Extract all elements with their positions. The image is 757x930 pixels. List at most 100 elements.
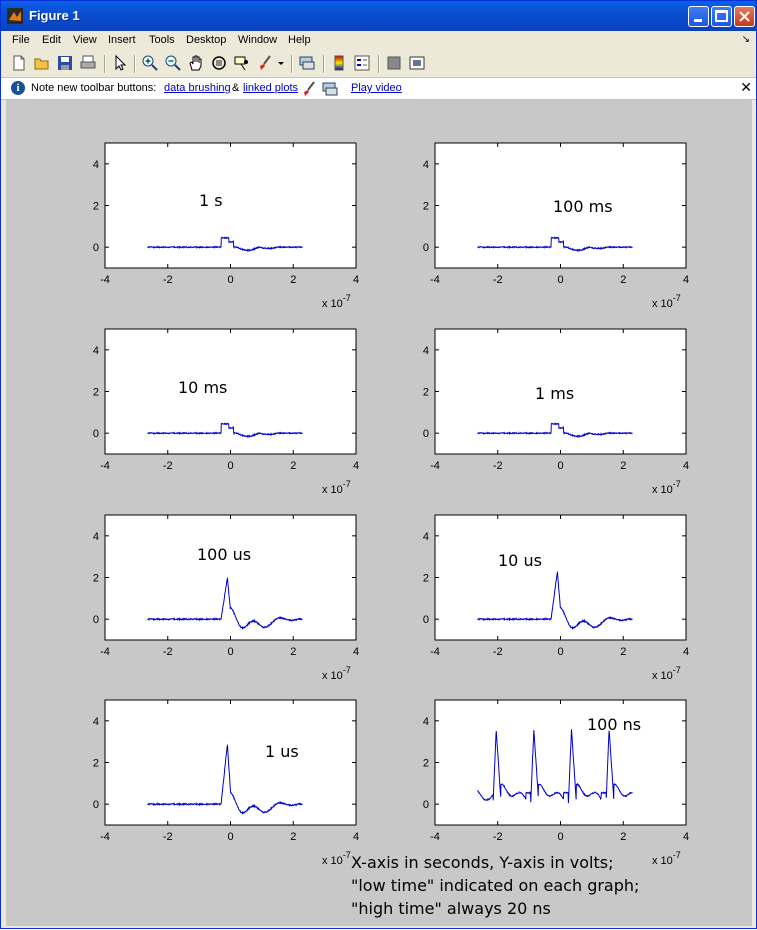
x-tick-label: 4 [683,460,689,472]
signal-line [477,570,633,630]
low-time-label: 1 s [199,191,223,210]
menu-tools[interactable]: Tools [149,34,175,46]
x-tick-label: -2 [163,460,173,472]
toolbar-separator [291,55,293,73]
menu-view[interactable]: View [73,34,97,46]
y-tick-label: 0 [93,428,99,440]
y-tick-label: 2 [93,573,99,585]
x-tick-label: 0 [227,831,233,843]
y-tick-label: 0 [93,614,99,626]
info-close-icon[interactable]: ✕ [740,79,752,95]
x-tick-label: -2 [493,646,503,658]
save-icon[interactable] [56,54,74,72]
maximize-button[interactable] [711,6,732,27]
data-cursor-icon[interactable] [233,54,251,72]
play-video-link[interactable]: Play video [351,82,402,94]
x-tick-label: 0 [557,460,563,472]
x-tick-label: -2 [163,274,173,286]
linked-plots-link[interactable]: linked plots [243,82,299,94]
close-button[interactable] [734,6,755,27]
low-time-label: 100 us [197,545,251,564]
x-tick-label: 0 [557,831,563,843]
axes-box [104,142,357,269]
axes-box [104,514,357,641]
window-title: Figure 1 [29,8,80,23]
axes-box [434,142,687,269]
axes-box [104,699,357,826]
x-tick-label: -2 [493,460,503,472]
brush-icon [304,81,315,96]
x-tick-label: -4 [100,646,110,658]
low-time-label: 10 ms [178,378,227,397]
x-tick-label: 0 [227,646,233,658]
menu-edit[interactable]: Edit [42,34,61,46]
colorbar-icon[interactable] [330,54,348,72]
toolbar-separator [104,55,106,73]
data-brushing-link[interactable]: data brushing [164,82,231,94]
y-tick-label: 4 [423,345,429,357]
toolbar-separator [378,55,380,73]
low-time-label: 1 ms [535,384,574,403]
x-tick-label: -4 [100,460,110,472]
x-tick-label: -4 [430,646,440,658]
brush-icon[interactable] [256,54,274,72]
x-exponent-label: x 10-7 [322,665,351,682]
zoom-out-icon[interactable] [164,54,182,72]
legend-icon[interactable] [353,54,371,72]
y-tick-label: 0 [423,242,429,254]
x-exponent-label: x 10-7 [322,850,351,867]
title-bar[interactable]: Figure 1 [1,1,756,31]
zoom-in-icon[interactable] [141,54,159,72]
info-icon: i [11,81,25,95]
menu-window[interactable]: Window [238,34,278,46]
y-tick-label: 0 [423,614,429,626]
open-icon[interactable] [33,54,51,72]
axes-box [434,699,687,826]
menu-help[interactable]: Help [288,34,311,46]
x-tick-label: 4 [683,831,689,843]
new-figure-icon[interactable] [10,54,28,72]
edit-plot-icon[interactable] [111,54,129,72]
menu-insert[interactable]: Insert [108,34,136,46]
rotate-3d-icon[interactable] [210,54,228,72]
x-tick-label: -2 [493,274,503,286]
matlab-icon [7,8,23,24]
signal-line [147,576,303,630]
x-exponent-label: x 10-7 [652,479,681,496]
toolbar [1,51,756,78]
x-tick-label: 4 [353,274,359,286]
y-tick-label: 4 [423,531,429,543]
x-exponent-label: x 10-7 [652,293,681,310]
menu-file[interactable]: File [12,34,30,46]
minimize-button[interactable] [688,6,709,27]
brush-dropdown-icon[interactable] [276,54,286,72]
link-icon[interactable] [298,54,316,72]
y-tick-label: 4 [93,345,99,357]
x-tick-label: -4 [100,831,110,843]
info-bar: i Note new toolbar buttons: data brushin… [1,78,756,100]
x-tick-label: -2 [163,646,173,658]
pan-icon[interactable] [187,54,205,72]
x-tick-label: 2 [290,460,296,472]
menu-dock-arrow-icon[interactable]: ↘ [741,34,750,45]
y-tick-label: 2 [93,387,99,399]
menu-desktop[interactable]: Desktop [186,34,227,46]
x-tick-label: -4 [430,831,440,843]
low-time-label: 100 ms [553,197,613,216]
y-tick-label: 0 [423,799,429,811]
hide-plot-tools-icon[interactable] [385,54,403,72]
print-icon[interactable] [79,54,97,72]
show-plot-tools-icon[interactable] [408,54,426,72]
info-ampersand: & [232,82,240,94]
x-tick-label: 0 [557,274,563,286]
